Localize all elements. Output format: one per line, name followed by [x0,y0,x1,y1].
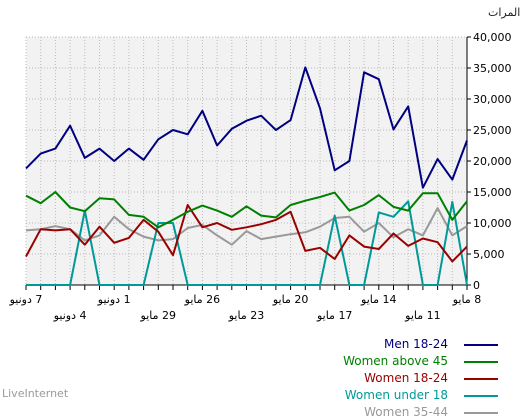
legend-item: Women 18-24 [300,370,510,386]
legend-label: Women under 18 [344,388,448,402]
legend-item: Men 18-24 [300,336,510,352]
x-tick-label: 29 مايو [140,309,176,322]
y-tick-label: 15,000 [473,186,512,199]
series-line-women-35-44 [25,207,468,246]
y-tick-label: 5,000 [473,248,505,261]
y-tick-label: 20,000 [473,155,512,168]
x-tick-label: 1 دونيو [97,293,131,306]
y-tick-label: 10,000 [473,217,512,230]
x-tick-label: 4 دونيو [53,309,87,322]
legend-item: Women above 45 [300,353,510,369]
y-tick-label: 35,000 [473,62,512,75]
x-tick-label: 17 مايو [316,309,352,322]
legend-item: Women under 18 [300,387,510,403]
series-line-women-above-45 [25,191,468,229]
legend-swatch [464,412,498,414]
chart-svg: 0 5,000 10,000 15,000 20,000 25,000 30,000 35,0… [9,31,512,322]
legend-swatch [464,378,498,380]
x-tick-label: 11 مايو [404,309,440,322]
legend-label: Women 35-44 [364,405,448,419]
series-line-women-under-18 [26,200,468,286]
legend-swatch [464,344,498,346]
legend-label: Men 18-24 [383,337,448,351]
x-tick-label: 14 مايو [360,293,396,306]
x-tick-label: 26 مايو [184,293,220,306]
series-line-men-18-24 [25,66,468,189]
y-tick-label: 40,000 [473,31,512,44]
x-tick-label: 23 مايو [228,309,264,322]
x-tick-label: 20 مايو [272,293,308,306]
x-tick-label: 7 دونيو [9,293,43,306]
footer-brand: LiveInternet [2,387,69,400]
legend-item: Women 35-44 [300,404,510,420]
x-tick-label: 8 مايو [452,293,481,306]
series-line-women-18-24 [25,204,468,263]
y-tick-label: 0 [473,279,480,292]
legend-label: Women 18-24 [364,371,448,385]
legend-swatch [464,395,498,397]
y-axis-unit-label: المرات [488,6,520,19]
y-tick-label: 25,000 [473,124,512,137]
legend-label: Women above 45 [343,354,448,368]
y-tick-label: 30,000 [473,93,512,106]
legend-swatch [464,361,498,363]
